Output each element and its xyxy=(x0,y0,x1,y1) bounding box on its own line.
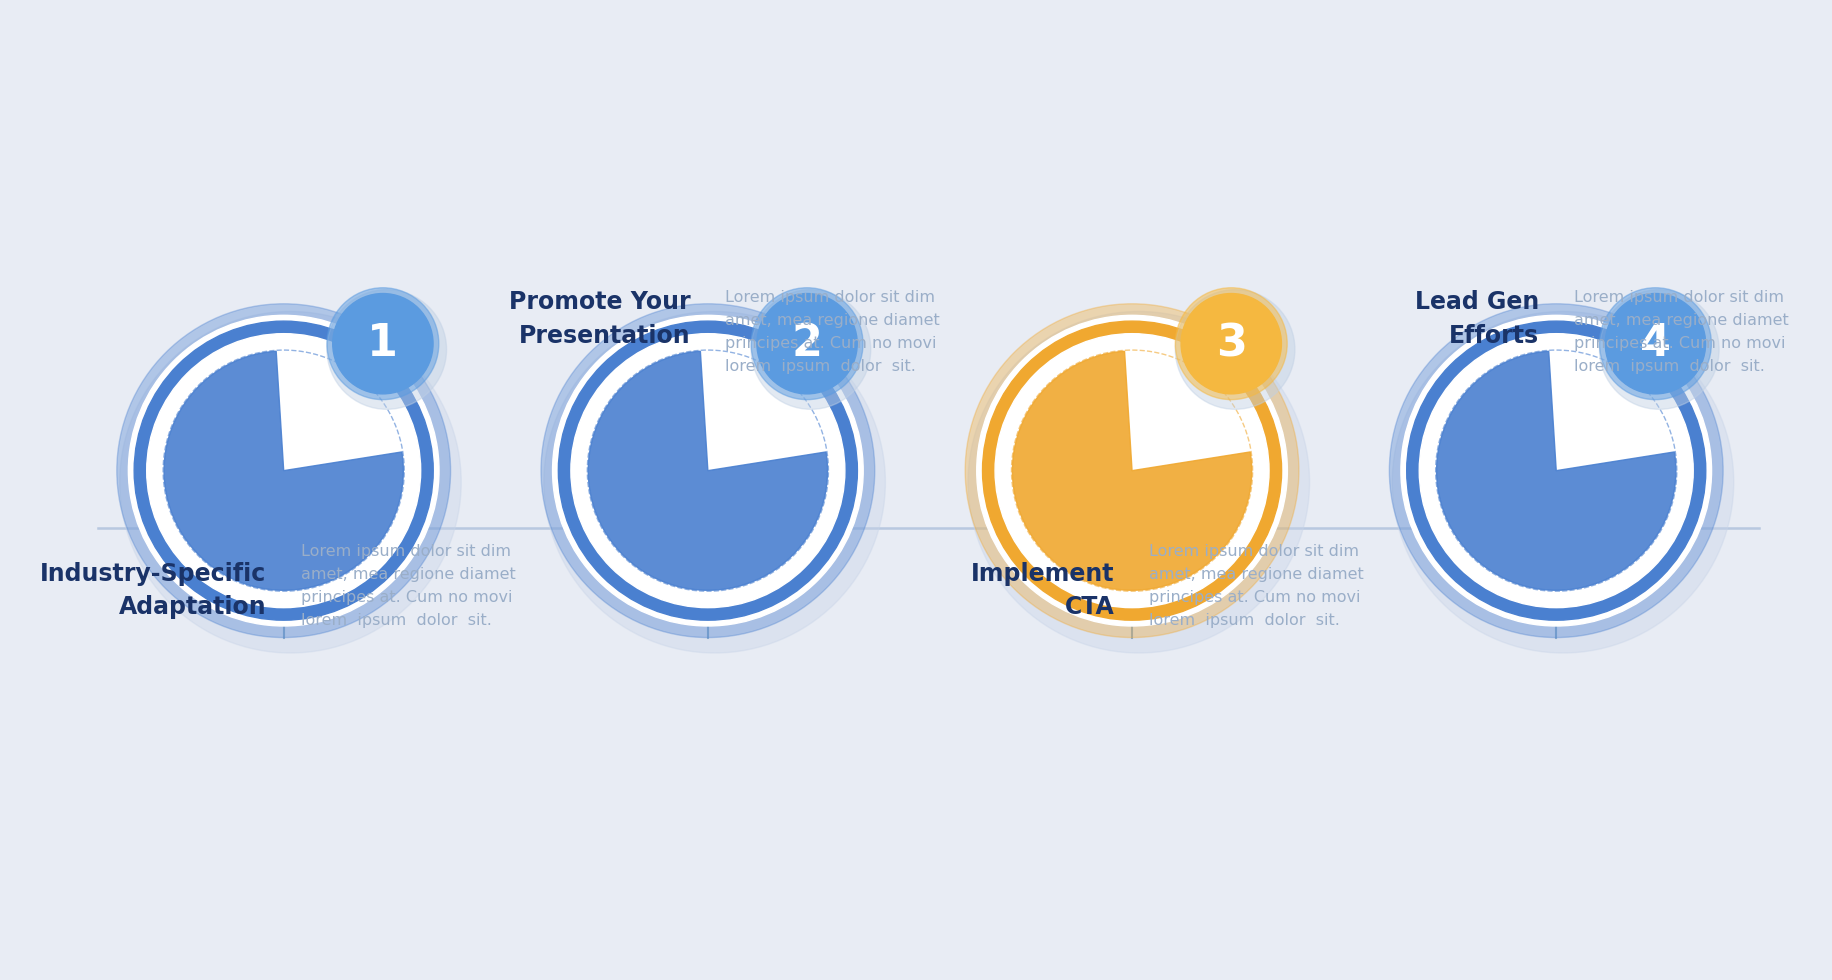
Circle shape xyxy=(572,333,845,608)
Text: 3: 3 xyxy=(1216,322,1248,366)
Circle shape xyxy=(965,304,1299,638)
Circle shape xyxy=(119,312,462,653)
Circle shape xyxy=(1605,294,1706,394)
Circle shape xyxy=(751,288,863,400)
Polygon shape xyxy=(1436,351,1676,590)
Circle shape xyxy=(1176,290,1295,410)
Circle shape xyxy=(540,304,874,638)
Circle shape xyxy=(982,321,1282,620)
Circle shape xyxy=(553,316,863,626)
Circle shape xyxy=(275,518,293,537)
Text: Lorem ipsum dolor sit dim
amet, mea regione diamet
principes at. Cum no movi
lor: Lorem ipsum dolor sit dim amet, mea regi… xyxy=(725,290,940,373)
Circle shape xyxy=(1599,288,1711,400)
Circle shape xyxy=(544,312,885,653)
Text: 2: 2 xyxy=(791,322,823,366)
Circle shape xyxy=(757,294,857,394)
Text: Lorem ipsum dolor sit dim
amet, mea regione diamet
principes at. Cum no movi
lor: Lorem ipsum dolor sit dim amet, mea regi… xyxy=(300,544,517,627)
Text: Industry-Specific
Adaptation: Industry-Specific Adaptation xyxy=(40,562,266,619)
Circle shape xyxy=(1407,321,1706,620)
Circle shape xyxy=(1182,294,1281,394)
Polygon shape xyxy=(165,351,403,590)
Circle shape xyxy=(976,316,1288,626)
Text: 4: 4 xyxy=(1640,322,1671,366)
Circle shape xyxy=(134,321,432,620)
Polygon shape xyxy=(1013,351,1251,590)
Circle shape xyxy=(683,503,733,553)
Circle shape xyxy=(1599,290,1718,410)
Circle shape xyxy=(1392,312,1733,653)
Circle shape xyxy=(117,304,451,638)
Circle shape xyxy=(1532,503,1581,553)
Circle shape xyxy=(1389,304,1724,638)
Text: Lorem ipsum dolor sit dim
amet, mea regione diamet
principes at. Cum no movi
lor: Lorem ipsum dolor sit dim amet, mea regi… xyxy=(1574,290,1788,373)
Text: Promote Your
Presentation: Promote Your Presentation xyxy=(509,290,691,348)
Text: Lorem ipsum dolor sit dim
amet, mea regione diamet
principes at. Cum no movi
lor: Lorem ipsum dolor sit dim amet, mea regi… xyxy=(1149,544,1365,627)
Circle shape xyxy=(698,518,718,537)
Circle shape xyxy=(1420,333,1693,608)
Polygon shape xyxy=(588,351,828,590)
Circle shape xyxy=(258,503,310,553)
Circle shape xyxy=(751,290,870,410)
Circle shape xyxy=(147,333,421,608)
Circle shape xyxy=(326,288,440,400)
Circle shape xyxy=(1401,316,1711,626)
Circle shape xyxy=(326,290,447,410)
Circle shape xyxy=(559,321,857,620)
Circle shape xyxy=(333,294,432,394)
Text: Lead Gen
Efforts: Lead Gen Efforts xyxy=(1414,290,1539,348)
Text: Implement
CTA: Implement CTA xyxy=(971,562,1114,619)
Circle shape xyxy=(1107,503,1158,553)
Circle shape xyxy=(1176,288,1288,400)
Text: 1: 1 xyxy=(368,322,398,366)
Circle shape xyxy=(995,333,1270,608)
Circle shape xyxy=(1546,518,1566,537)
Circle shape xyxy=(128,316,440,626)
Circle shape xyxy=(967,312,1310,653)
Circle shape xyxy=(1123,518,1141,537)
